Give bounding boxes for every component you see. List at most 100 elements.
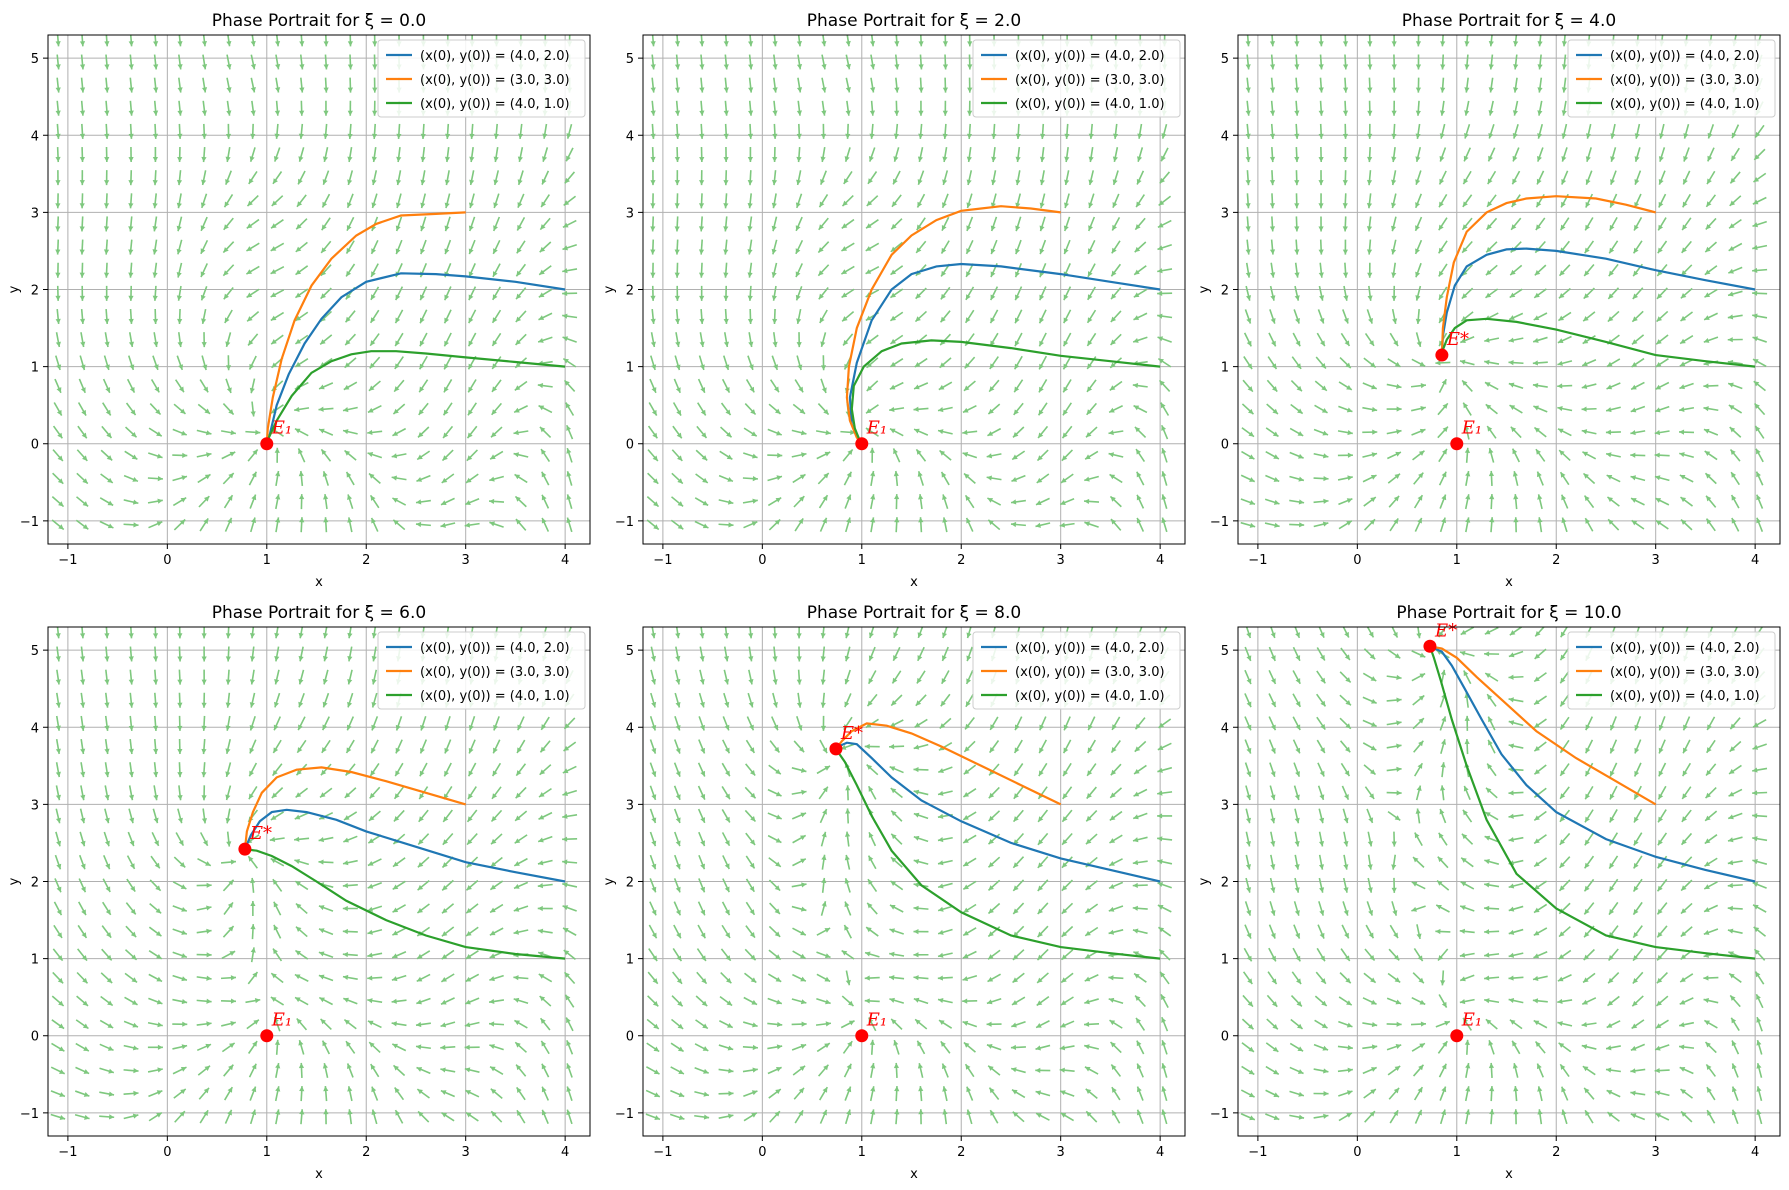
vector-arrow-head [1682, 201, 1688, 208]
vector-arrow-head [177, 772, 183, 778]
vector-arrow-head [1537, 41, 1543, 47]
vector-arrow-head [79, 633, 86, 639]
vector-arrow [942, 77, 949, 93]
vector-arrow [225, 170, 232, 185]
vector-arrow-head [1608, 293, 1614, 299]
vector-arrow-head [80, 840, 86, 847]
vector-arrow-head [676, 409, 682, 416]
vector-arrow-head [1038, 409, 1044, 416]
vector-arrow-head [869, 133, 875, 139]
vector-arrow [275, 517, 281, 533]
vector-arrow-head [825, 430, 831, 436]
vector-arrow [299, 35, 305, 47]
vector-arrow [647, 472, 659, 485]
vector-arrow-head [918, 41, 924, 47]
vector-arrow [55, 308, 61, 325]
vector-arrow [816, 451, 831, 460]
vector-arrow [173, 856, 186, 868]
vector-arrow [674, 147, 680, 163]
vector-arrow-head [699, 341, 705, 348]
vector-arrow [1680, 264, 1693, 277]
vector-arrow [79, 100, 86, 116]
vector-arrow [565, 147, 574, 162]
vector-arrow [247, 449, 259, 462]
vector-arrow [674, 35, 681, 47]
vector-arrow [673, 378, 681, 394]
vector-arrow-head [133, 522, 139, 528]
vector-arrow-head [846, 471, 852, 478]
vector-arrow-head [104, 41, 110, 47]
vector-arrow-head [1658, 156, 1664, 162]
vector-arrow-head [1681, 247, 1687, 253]
vector-arrow [1157, 357, 1172, 368]
vector-arrow [515, 518, 527, 531]
vector-arrow-head [180, 884, 187, 889]
vector-arrow-head [538, 405, 545, 411]
vector-arrow [1109, 473, 1123, 484]
vector-arrow-head [1438, 224, 1444, 231]
vector-arrow [176, 239, 183, 255]
vector-arrow [699, 54, 705, 70]
vector-arrow-head [894, 517, 900, 523]
vector-arrow-head [1342, 110, 1349, 116]
vector-arrow-head [1157, 222, 1164, 228]
vector-arrow [1136, 471, 1145, 486]
vector-arrow [127, 355, 135, 371]
vector-arrow [1038, 309, 1047, 324]
vector-arrow-head [1161, 471, 1167, 477]
vector-arrow-head [1133, 337, 1139, 343]
vector-arrow-head [492, 340, 498, 346]
vector-arrow-head [153, 725, 159, 731]
vector-arrow [1488, 447, 1495, 463]
vector-arrow [1386, 429, 1402, 435]
trajectory-line [265, 211, 466, 444]
vector-arrow [1681, 240, 1692, 254]
vector-arrow [420, 170, 426, 186]
vector-arrow [104, 35, 110, 47]
vector-arrow-head [1294, 180, 1300, 186]
vector-arrow-head [820, 179, 826, 185]
vector-arrow-head [1366, 179, 1373, 186]
vector-arrow [563, 379, 576, 392]
vector-arrow-head [347, 133, 353, 139]
vector-arrow [1557, 383, 1573, 389]
vector-arrow-head [1679, 474, 1686, 480]
vector-arrow-head [1059, 522, 1066, 528]
vector-arrow [79, 147, 85, 163]
vector-arrow [225, 378, 232, 394]
vector-arrow-head [226, 387, 232, 393]
vector-arrow-head [702, 477, 708, 483]
vector-arrow [1157, 290, 1173, 297]
vector-arrow [723, 308, 729, 325]
vector-arrow-head [1062, 409, 1068, 416]
vector-arrow [444, 170, 450, 186]
vector-arrow-head [133, 1090, 139, 1096]
vector-arrow-head [798, 386, 804, 393]
vector-arrow [396, 123, 402, 139]
vector-arrow [1038, 355, 1048, 370]
vector-arrow [270, 266, 285, 275]
vector-arrow [565, 424, 574, 440]
vector-arrow-head [226, 87, 232, 93]
vector-arrow-head [1246, 317, 1252, 324]
vector-arrow-head [295, 246, 302, 252]
vector-arrow-head [1010, 499, 1017, 505]
vector-arrow-head [966, 179, 972, 185]
vector-arrow [942, 494, 949, 509]
vector-arrow-head [652, 432, 658, 439]
vector-arrow [1036, 449, 1049, 462]
vector-arrow [396, 146, 402, 163]
vector-arrow [1367, 262, 1373, 278]
vector-arrow-head [1535, 224, 1541, 230]
vector-arrow [275, 54, 281, 70]
vector-arrow-head [890, 361, 896, 367]
vector-arrow-head [1133, 292, 1140, 298]
vector-arrow [1015, 239, 1022, 255]
vector-arrow-head [1509, 315, 1515, 320]
vector-arrow [270, 311, 285, 322]
vector-arrow [128, 308, 134, 325]
vector-arrow [1269, 147, 1276, 163]
vector-arrow [1510, 426, 1522, 439]
vector-arrow [1489, 517, 1495, 533]
vector-arrow-head [295, 315, 302, 321]
